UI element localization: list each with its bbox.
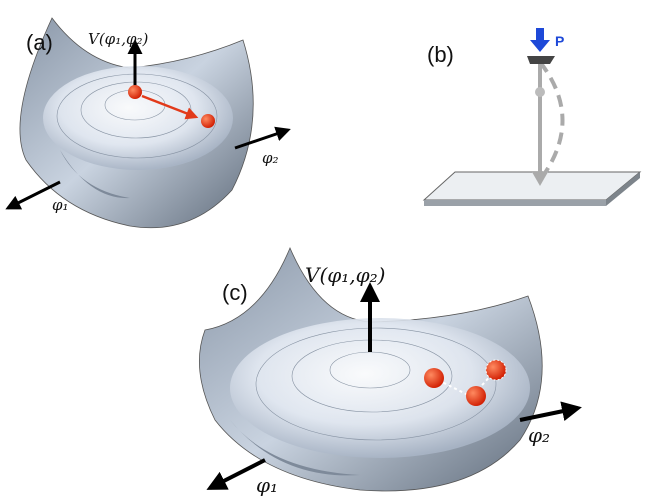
panel-label: (b)	[427, 42, 454, 67]
load-arrow	[530, 28, 550, 52]
load-plate	[527, 56, 555, 64]
axis-x-label: φ₂	[262, 149, 279, 167]
axis-v-label: V(φ₁,φ₂)	[88, 30, 148, 48]
ball	[486, 360, 506, 380]
trough	[230, 318, 530, 458]
ball	[466, 386, 486, 406]
load-label: P	[555, 33, 564, 49]
panel-c: (c) V(φ₁,φ₂) φ₂ φ₁	[199, 248, 578, 497]
buckled-column	[540, 62, 563, 180]
panel-label: (a)	[26, 30, 53, 55]
axis-y-label: φ₁	[52, 196, 69, 214]
axis-y-label: φ₁	[256, 473, 278, 497]
panel-b: (b) P	[424, 28, 640, 206]
ball	[201, 114, 215, 128]
panel-label: (c)	[222, 280, 248, 305]
ball	[128, 85, 142, 99]
figure: (a) V(φ₁,φ₂) φ₂ φ₁ (b) P (c) V(φ₁,φ	[0, 0, 649, 499]
plate-edge	[424, 200, 606, 206]
panel-a: (a) V(φ₁,φ₂) φ₂ φ₁	[8, 18, 288, 228]
ball	[424, 368, 444, 388]
axis-v-label: V(φ₁,φ₂)	[305, 263, 385, 287]
hinge	[535, 87, 545, 97]
base-plate	[424, 172, 640, 200]
axis-x-label: φ₂	[528, 423, 550, 447]
